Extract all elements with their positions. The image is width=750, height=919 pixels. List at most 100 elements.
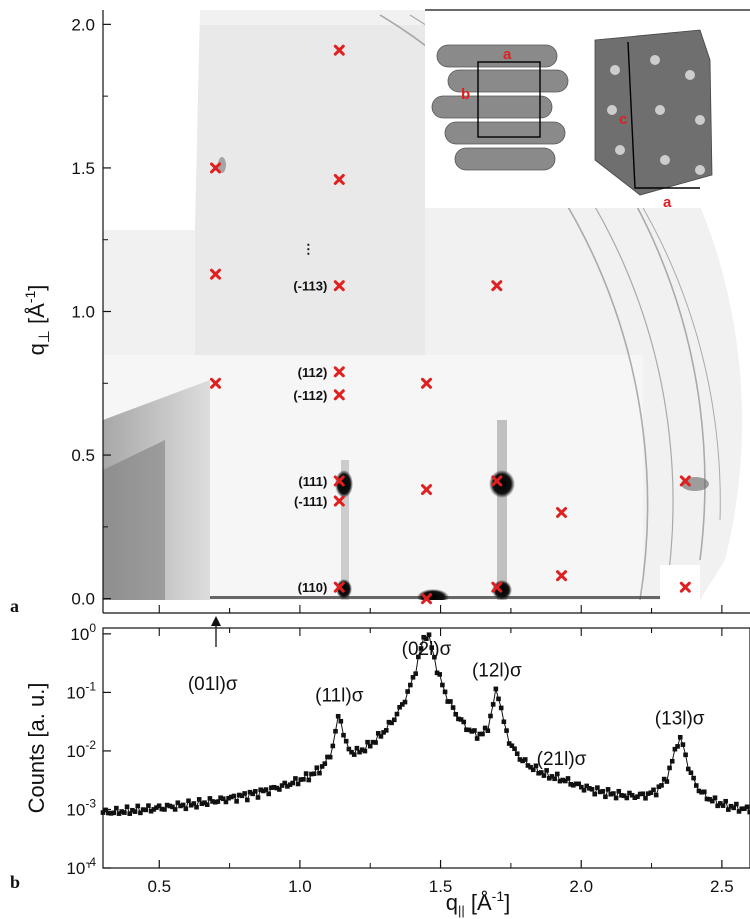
profile-point [327, 754, 333, 760]
profile-point [536, 770, 541, 776]
profile-point [693, 783, 699, 788]
reflection-marker [333, 581, 345, 593]
profile-point [148, 808, 154, 814]
profile-point [637, 791, 643, 797]
profile-point [106, 810, 111, 816]
profile-point [546, 776, 552, 781]
profile-point [333, 728, 338, 734]
profile-point [477, 731, 483, 737]
profile-point [162, 807, 167, 812]
reflection-marker [333, 475, 345, 487]
profile-point [285, 784, 290, 789]
profile-point [210, 799, 215, 804]
profile-point [156, 803, 162, 809]
profile-point [114, 805, 119, 811]
panel-a-x-ticks [158, 605, 723, 636]
profile-point [568, 782, 573, 787]
profile-point [512, 746, 517, 752]
profile-point [378, 734, 384, 739]
profile-point [178, 803, 183, 809]
profile-point [624, 795, 630, 801]
y-tick-label: 1.5 [71, 159, 95, 178]
profile-point [167, 803, 173, 809]
profile-point [616, 788, 622, 794]
profile-point [744, 804, 750, 810]
profile-point [661, 776, 667, 782]
profile-point [440, 682, 445, 688]
miller-index-label: (-112) [293, 388, 327, 403]
profile-point [621, 793, 627, 799]
profile-point [108, 811, 114, 816]
profile-point [643, 795, 648, 801]
inset-label-a-top: a [503, 46, 512, 63]
profile-point [426, 632, 432, 638]
profile-point [728, 803, 734, 809]
miller-index-label: (110) [298, 580, 328, 595]
profile-point [592, 791, 598, 797]
reflection-marker [421, 377, 432, 389]
inset-label-c: c [619, 111, 627, 128]
profile-point [538, 770, 544, 775]
profile-point [319, 764, 325, 769]
profile-point [552, 776, 557, 782]
profile-point [335, 713, 341, 719]
panel-b-letter: b [10, 872, 20, 892]
intensity-profile-line [102, 633, 750, 815]
profile-point [731, 805, 736, 811]
profile-point [466, 727, 472, 733]
reflection-marker [491, 280, 503, 292]
y-tick-label: 10-3 [66, 796, 96, 819]
profile-point [442, 689, 448, 695]
y-tick-label: 10-1 [66, 679, 96, 702]
reflection-marker [333, 280, 345, 292]
reflection-marker [679, 581, 691, 593]
profile-point [255, 795, 261, 800]
profile-point [354, 745, 360, 751]
reflection-marker [421, 593, 432, 605]
profile-point [659, 783, 664, 788]
reflection-marker [556, 507, 568, 518]
crystal-structure-inset: a b c a [425, 10, 747, 211]
profile-point [188, 802, 194, 808]
profile-point [408, 682, 413, 688]
reflection-marker [333, 495, 345, 507]
profile-point [271, 784, 277, 790]
profile-point [632, 795, 638, 800]
reflection-marker [556, 570, 568, 582]
profile-point [228, 794, 234, 800]
profile-point [236, 792, 242, 798]
reflection-marker [210, 162, 222, 174]
profile-point [277, 787, 282, 792]
profile-point [359, 747, 365, 753]
profile-point [469, 729, 475, 734]
profile-point [293, 776, 298, 781]
profile-point [416, 654, 421, 660]
profile-point [429, 645, 435, 650]
miller-index-labels: (-113) (112) (-112) (111) (-111) (110) ⋮ [293, 241, 327, 595]
profile-point [269, 785, 274, 790]
miller-index-label: (-113) [293, 279, 327, 294]
profile-point [611, 791, 616, 796]
profile-point [341, 732, 346, 738]
profile-point [164, 802, 170, 808]
profile-point [701, 789, 707, 795]
profile-point [530, 767, 536, 773]
profile-point [279, 783, 285, 788]
profile-point [747, 809, 750, 815]
reflection-marker [491, 581, 503, 593]
panel-b-y-ticks: 10-4 10-3 10-2 10-1 100 [66, 621, 111, 878]
profile-point [645, 791, 651, 796]
profile-point [587, 786, 592, 791]
peak-label: (11l)σ [315, 685, 364, 706]
y-tick-label: 100 [70, 621, 96, 644]
profile-point [474, 736, 480, 741]
profile-point [212, 799, 218, 805]
profile-point [370, 739, 376, 745]
profile-point [458, 717, 464, 722]
reflection-marker [333, 173, 345, 185]
peak-label: (12l)σ [472, 660, 522, 681]
profile-point [410, 675, 416, 680]
miller-index-label: (-111) [294, 494, 327, 509]
profile-point [482, 725, 488, 731]
profile-point [579, 784, 584, 790]
